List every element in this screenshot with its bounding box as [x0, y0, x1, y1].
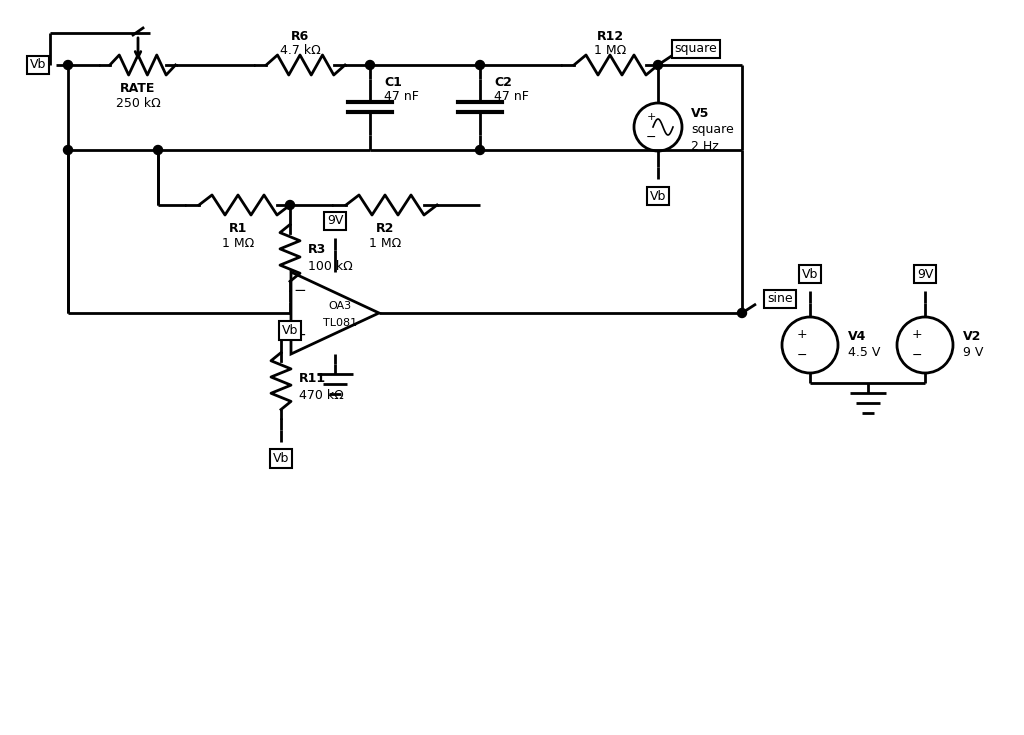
Text: +: +: [646, 112, 655, 122]
Circle shape: [366, 60, 375, 70]
Text: OA3: OA3: [329, 301, 351, 311]
Text: +: +: [797, 329, 807, 342]
Circle shape: [475, 60, 484, 70]
Text: RATE: RATE: [120, 82, 156, 95]
Text: Vb: Vb: [650, 190, 667, 203]
Text: 9V: 9V: [327, 215, 343, 228]
Text: 100 kΩ: 100 kΩ: [308, 260, 352, 273]
Circle shape: [737, 309, 746, 318]
Text: 1 MΩ: 1 MΩ: [369, 237, 401, 250]
Text: R3: R3: [308, 243, 327, 257]
Text: Vb: Vb: [30, 59, 46, 71]
Text: 250 kΩ: 250 kΩ: [116, 97, 161, 110]
Circle shape: [63, 146, 73, 154]
Text: C1: C1: [384, 76, 401, 90]
Text: V4: V4: [848, 331, 866, 343]
Text: V5: V5: [691, 107, 710, 121]
Text: −: −: [797, 348, 807, 362]
Text: R1: R1: [228, 222, 247, 235]
Text: −: −: [911, 348, 923, 362]
Text: 1 MΩ: 1 MΩ: [222, 237, 254, 250]
Text: 2 Hz: 2 Hz: [691, 140, 719, 152]
Circle shape: [286, 201, 295, 209]
Text: R2: R2: [376, 222, 394, 235]
Text: R6: R6: [291, 30, 309, 43]
Text: 4.5 V: 4.5 V: [848, 346, 881, 359]
Circle shape: [653, 60, 663, 70]
Circle shape: [154, 146, 163, 154]
Text: square: square: [675, 43, 718, 56]
Text: 47 nF: 47 nF: [494, 90, 528, 104]
Text: square: square: [691, 123, 734, 137]
Text: +: +: [911, 329, 923, 342]
Text: 9V: 9V: [916, 268, 933, 281]
Text: −: −: [294, 284, 306, 298]
Text: Vb: Vb: [272, 452, 289, 465]
Text: 470 kΩ: 470 kΩ: [299, 389, 344, 401]
Text: −: −: [646, 131, 656, 143]
Circle shape: [63, 60, 73, 70]
Text: R11: R11: [299, 372, 326, 384]
Text: C2: C2: [494, 76, 512, 90]
Text: 4.7 kΩ: 4.7 kΩ: [280, 44, 321, 57]
Text: 47 nF: 47 nF: [384, 90, 419, 104]
Text: Vb: Vb: [802, 268, 818, 281]
Circle shape: [475, 146, 484, 154]
Text: V2: V2: [963, 331, 981, 343]
Text: R12: R12: [596, 30, 624, 43]
Text: 9 V: 9 V: [963, 346, 983, 359]
Text: sine: sine: [767, 293, 793, 306]
Text: +: +: [294, 328, 306, 343]
Text: TL081: TL081: [323, 318, 357, 328]
Text: Vb: Vb: [282, 324, 298, 337]
Text: 1 MΩ: 1 MΩ: [594, 44, 626, 57]
